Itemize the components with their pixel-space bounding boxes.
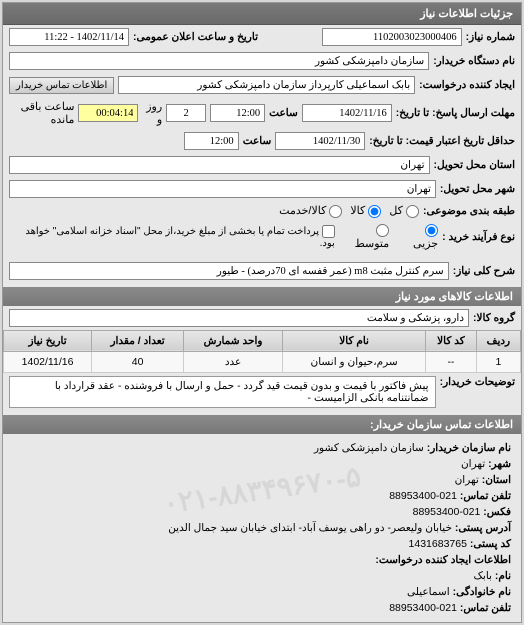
fax-label: فکس: [483,506,511,518]
family-label: نام خانوادگی: [453,586,511,598]
cell-date: 1402/11/16 [4,351,92,372]
tel-label: تلفن تماس: [460,490,511,502]
desc-label: شرح کلی نیاز: [453,265,515,277]
tel-value: 021-88953400 [389,490,457,502]
process-note-check[interactable]: پرداخت تمام یا بخشی از مبلغ خرید،از محل … [9,225,335,249]
addr-label: آدرس پستی: [455,522,511,534]
fax-value: 021-88953400 [413,506,481,518]
col-qty: تعداد / مقدار [92,330,184,351]
cat-service-option[interactable]: کالا/خدمت [279,204,342,218]
col-unit: واحد شمارش [184,330,283,351]
table-row[interactable]: 1 -- سرم،حیوان و انسان عدد 40 1402/11/16 [4,351,521,372]
col-radif: ردیف [476,330,520,351]
time-left-input [78,104,138,122]
buyer-notes: پیش فاکتور با قیمت و بدون قیمت قید گردد … [9,376,436,408]
contact-info-button[interactable]: اطلاعات تماس خریدار [9,77,114,94]
validity-time-input[interactable] [184,132,239,150]
deadline-time-input[interactable] [210,104,265,122]
org-value: سازمان دامپزشکی کشور [314,442,424,454]
addr-value: خیابان ولیعصر- دو راهی یوسف آباد- ابتدای… [168,522,452,534]
contact-province-value: تهران [455,474,479,486]
post-value: 1431683765 [409,538,467,550]
validity-date-input[interactable] [275,132,365,150]
proc-medium-option[interactable]: متوسط [339,224,389,250]
notes-label: توضیحات خریدار: [440,376,515,388]
remaining-label: ساعت باقی مانده [9,100,74,126]
request-no-label: شماره نیاز: [466,31,515,43]
creator-section-label: اطلاعات ایجاد کننده درخواست: [375,554,511,566]
creator-input[interactable] [118,76,415,94]
desc-input[interactable] [9,262,449,280]
process-label: نوع فرآیند خرید : [442,231,515,243]
cell-name: سرم،حیوان و انسان [283,351,426,372]
col-code: کد کالا [426,330,477,351]
buyer-org-label: نام دستگاه خریدار: [433,55,515,67]
rooz-label: روز و [142,100,162,126]
days-left-input[interactable] [166,104,206,122]
process-note-text: پرداخت تمام یا بخشی از مبلغ خرید،از محل … [25,226,334,249]
cell-code: -- [426,351,477,372]
province-input[interactable] [9,156,430,174]
creator-label: ایجاد کننده درخواست: [419,79,515,91]
saat-label-2: ساعت [243,135,272,147]
col-date: تاریخ نیاز [4,330,92,351]
post-label: کد پستی: [470,538,511,550]
ctel-value: 021-88953400 [389,602,457,614]
goods-table: ردیف کد کالا نام کالا واحد شمارش تعداد /… [3,330,521,373]
panel-header: جزئیات اطلاعات نیاز [3,3,521,25]
category-label: طبقه بندی موضوعی: [423,205,515,217]
proc-small-option[interactable]: جزیی [397,224,438,250]
org-label: نام سازمان خریدار: [427,442,511,454]
cat-kala-option[interactable]: کالا [350,204,381,218]
city-label: شهر محل تحویل: [440,183,515,195]
goods-section-header: اطلاعات کالاهای مورد نیاز [3,287,521,306]
request-no-input[interactable] [322,28,462,46]
buyer-org-input[interactable] [9,52,429,70]
saat-label-1: ساعت [269,107,298,119]
province-label: استان محل تحویل: [434,159,515,171]
col-name: نام کالا [283,330,426,351]
ctel-label: تلفن تماس: [460,602,511,614]
cell-radif: 1 [476,351,520,372]
cat-all-option[interactable]: کل [389,204,419,218]
family-value: اسماعیلی [407,586,450,598]
cat-kala-text: کالا [350,205,365,217]
cat-all-text: کل [389,205,403,217]
deadline-label: مهلت ارسال پاسخ: تا تاریخ: [396,107,515,119]
proc-medium-text: متوسط [355,238,390,250]
deadline-date-input[interactable] [302,104,392,122]
contact-section-header: اطلاعات تماس سازمان خریدار: [3,415,521,434]
contact-city-value: تهران [461,458,485,470]
cat-service-text: کالا/خدمت [279,205,326,217]
group-input[interactable] [9,309,469,327]
contact-city-label: شهر: [488,458,511,470]
cell-unit: عدد [184,351,283,372]
announce-label: تاریخ و ساعت اعلان عمومی: [133,31,258,43]
contact-province-label: استان: [482,474,511,486]
validity-label: حداقل تاریخ اعتبار قیمت: تا تاریخ: [369,135,515,147]
group-label: گروه کالا: [473,312,515,324]
city-input[interactable] [9,180,436,198]
proc-small-text: جزیی [413,238,438,250]
cell-qty: 40 [92,351,184,372]
announce-input[interactable] [9,28,129,46]
